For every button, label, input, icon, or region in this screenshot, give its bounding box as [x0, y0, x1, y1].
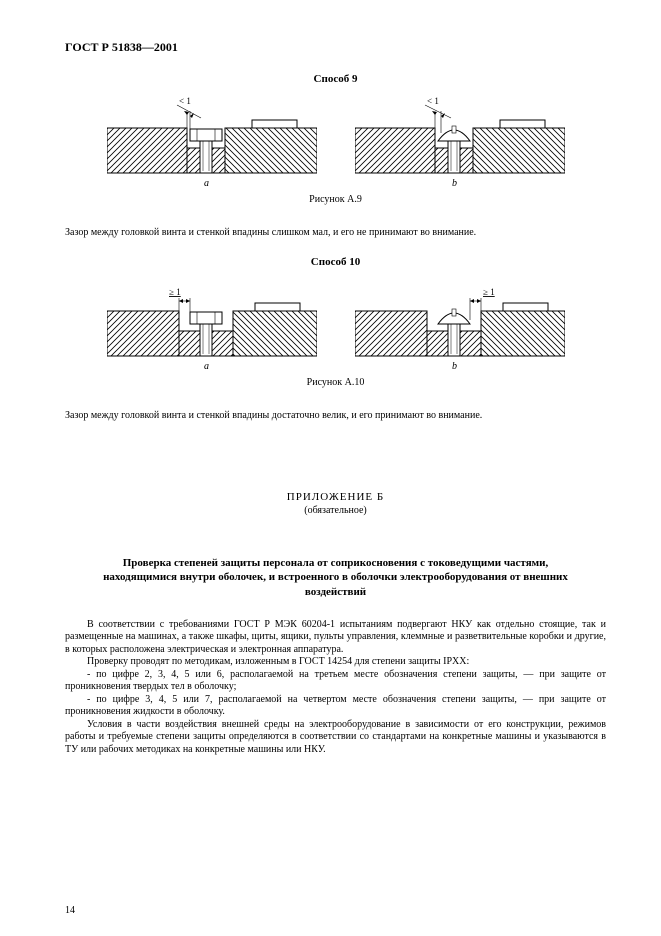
- p4: - по цифре 3, 4, 5 или 7, располагаемой …: [65, 694, 606, 719]
- dim-label: < 1: [179, 96, 191, 106]
- method10-title: Способ 10: [65, 256, 606, 268]
- appendix-title: ПРИЛОЖЕНИЕ Б: [65, 491, 606, 503]
- fig-a10-caption: Рисунок А.10: [65, 377, 606, 388]
- p1: В соответствии с требованиями ГОСТ Р МЭК…: [65, 619, 606, 657]
- dim-label: ≥ 1: [169, 287, 181, 297]
- check-title: Проверка степеней защиты персонала от со…: [85, 556, 586, 599]
- p3: - по цифре 2, 3, 4, 5 или 6, располагаем…: [65, 669, 606, 694]
- page-number: 14: [65, 905, 75, 916]
- appendix-sub: (обязательное): [65, 505, 606, 516]
- appendix-body: В соответствии с требованиями ГОСТ Р МЭК…: [65, 619, 606, 757]
- fig-a9-a: < 1 a: [107, 93, 317, 188]
- fig-a9-b: < 1 b: [355, 93, 565, 188]
- dim-label: < 1: [427, 96, 439, 106]
- method9-title: Способ 9: [65, 73, 606, 85]
- fig-sub-b: b: [452, 361, 457, 371]
- p2: Проверку проводят по методикам, изложенн…: [65, 656, 606, 669]
- method10-note: Зазор между головкой винта и стенкой впа…: [65, 410, 606, 421]
- p5: Условия в части воздействия внешней сред…: [65, 719, 606, 757]
- fig-a10-b: ≥ 1 b: [355, 276, 565, 371]
- figure-a9: < 1 a < 1 b: [65, 93, 606, 188]
- fig-a9-caption: Рисунок А.9: [65, 194, 606, 205]
- page: ГОСТ Р 51838—2001 Способ 9: [0, 0, 661, 936]
- fig-sub-b: b: [452, 178, 457, 188]
- fig-sub-a: a: [204, 361, 209, 371]
- doc-header: ГОСТ Р 51838—2001: [65, 40, 606, 55]
- method9-note: Зазор между головкой винта и стенкой впа…: [65, 227, 606, 238]
- fig-a10-a: ≥ 1 a: [107, 276, 317, 371]
- figure-a10: ≥ 1 a ≥ 1 b: [65, 276, 606, 371]
- dim-label: ≥ 1: [483, 287, 495, 297]
- fig-sub-a: a: [204, 178, 209, 188]
